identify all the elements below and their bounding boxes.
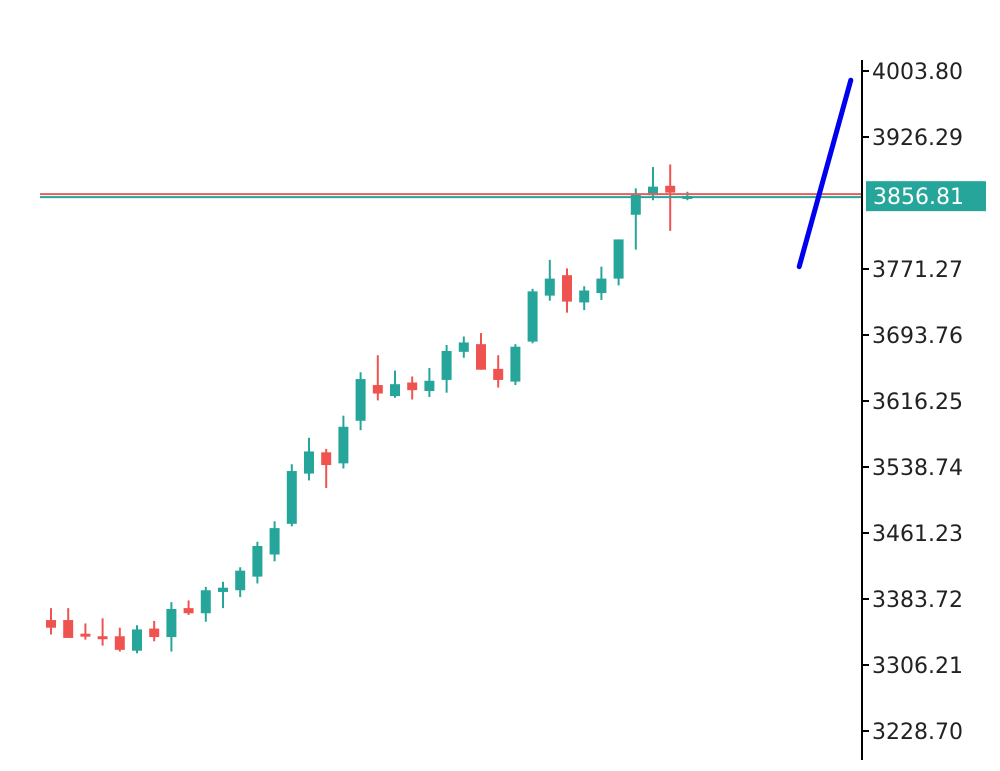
candle[interactable] xyxy=(183,600,194,615)
candle[interactable] xyxy=(166,602,177,652)
candle[interactable] xyxy=(132,625,142,654)
candle-body xyxy=(80,633,91,637)
candle-body xyxy=(579,290,590,303)
candle-body xyxy=(665,185,676,193)
candle-body xyxy=(200,590,211,614)
candle[interactable] xyxy=(407,376,418,400)
candle-body xyxy=(338,426,349,464)
candle[interactable] xyxy=(149,620,160,642)
candle[interactable] xyxy=(458,336,469,358)
candle-body xyxy=(476,344,486,370)
candle[interactable] xyxy=(630,188,641,250)
candle[interactable] xyxy=(80,623,91,640)
candle[interactable] xyxy=(372,355,383,401)
candle[interactable] xyxy=(200,586,211,622)
candle-body xyxy=(493,368,504,380)
candle-body xyxy=(390,384,400,397)
current-price-tag-box xyxy=(866,181,986,212)
price-axis-label: 3383.72 xyxy=(872,588,963,613)
candle[interactable] xyxy=(269,521,280,562)
candle-body xyxy=(132,629,142,651)
candle-body xyxy=(166,608,177,638)
candle-body xyxy=(424,380,435,391)
candle[interactable] xyxy=(441,345,452,393)
candle[interactable] xyxy=(97,618,108,646)
candle[interactable] xyxy=(252,541,263,584)
price-axis-label: 3461.23 xyxy=(872,522,963,547)
candle[interactable] xyxy=(390,370,400,398)
candle[interactable] xyxy=(613,239,624,286)
candle[interactable] xyxy=(596,266,607,300)
candle[interactable] xyxy=(286,464,297,527)
candle-body xyxy=(458,342,469,352)
candle[interactable] xyxy=(321,448,332,489)
candle[interactable] xyxy=(46,608,56,635)
candle-body xyxy=(441,350,452,380)
candle[interactable] xyxy=(579,286,590,311)
price-axis-label: 4003.80 xyxy=(872,60,963,85)
price-axis-label: 3926.29 xyxy=(872,126,963,151)
candle-body xyxy=(235,570,246,591)
candle-body xyxy=(252,545,263,577)
price-axis-label: 3693.76 xyxy=(872,324,963,349)
trend-line-layer[interactable] xyxy=(796,77,854,270)
candle-body xyxy=(183,608,194,614)
current-price-lines xyxy=(40,193,862,199)
candle-body xyxy=(97,636,108,640)
candle[interactable] xyxy=(476,333,486,370)
candle[interactable] xyxy=(63,608,74,638)
price-axis-label: 3306.21 xyxy=(872,654,963,679)
candles-layer xyxy=(46,164,693,654)
candle[interactable] xyxy=(527,288,538,344)
candle-body xyxy=(46,620,56,628)
candle[interactable] xyxy=(114,627,125,652)
candle[interactable] xyxy=(424,368,435,397)
price-axis-label: 3228.70 xyxy=(872,720,963,745)
candle-body xyxy=(407,382,418,391)
candle-body xyxy=(562,275,572,302)
trend-line[interactable] xyxy=(796,77,854,270)
current-price-tag: 3856.81 xyxy=(866,181,986,212)
price-axis-label: 3616.25 xyxy=(872,390,963,415)
candle-body xyxy=(269,528,280,555)
candle[interactable] xyxy=(218,581,228,609)
candle[interactable] xyxy=(355,372,366,431)
candle[interactable] xyxy=(338,415,349,469)
candle[interactable] xyxy=(304,437,314,481)
candle-body xyxy=(527,291,538,342)
candle-body xyxy=(596,278,607,294)
candle-body xyxy=(613,239,624,279)
candle[interactable] xyxy=(510,344,521,386)
price-axis[interactable]: 4003.80 3926.29 3771.27 3693.76 3616.25 3538.… xyxy=(861,60,963,760)
candle[interactable] xyxy=(544,259,555,301)
candle[interactable] xyxy=(562,268,572,313)
candle[interactable] xyxy=(493,355,504,388)
candle-body xyxy=(286,471,297,524)
candle-body xyxy=(321,452,332,466)
candle-body xyxy=(372,385,383,394)
price-axis-label: 3538.74 xyxy=(872,456,963,481)
candle-body xyxy=(114,636,125,650)
candle-body xyxy=(510,346,521,382)
candle-body xyxy=(218,587,228,592)
candle-body xyxy=(149,628,160,638)
candle-body xyxy=(304,451,314,474)
candle-body xyxy=(355,379,366,421)
candle-body xyxy=(544,278,555,296)
current-price-tag-label: 3856.81 xyxy=(873,185,964,210)
candle[interactable] xyxy=(235,567,246,598)
candle-body xyxy=(648,186,658,196)
price-axis-label: 3771.27 xyxy=(872,258,963,283)
candle-body xyxy=(63,620,74,638)
candle-body xyxy=(630,193,641,215)
